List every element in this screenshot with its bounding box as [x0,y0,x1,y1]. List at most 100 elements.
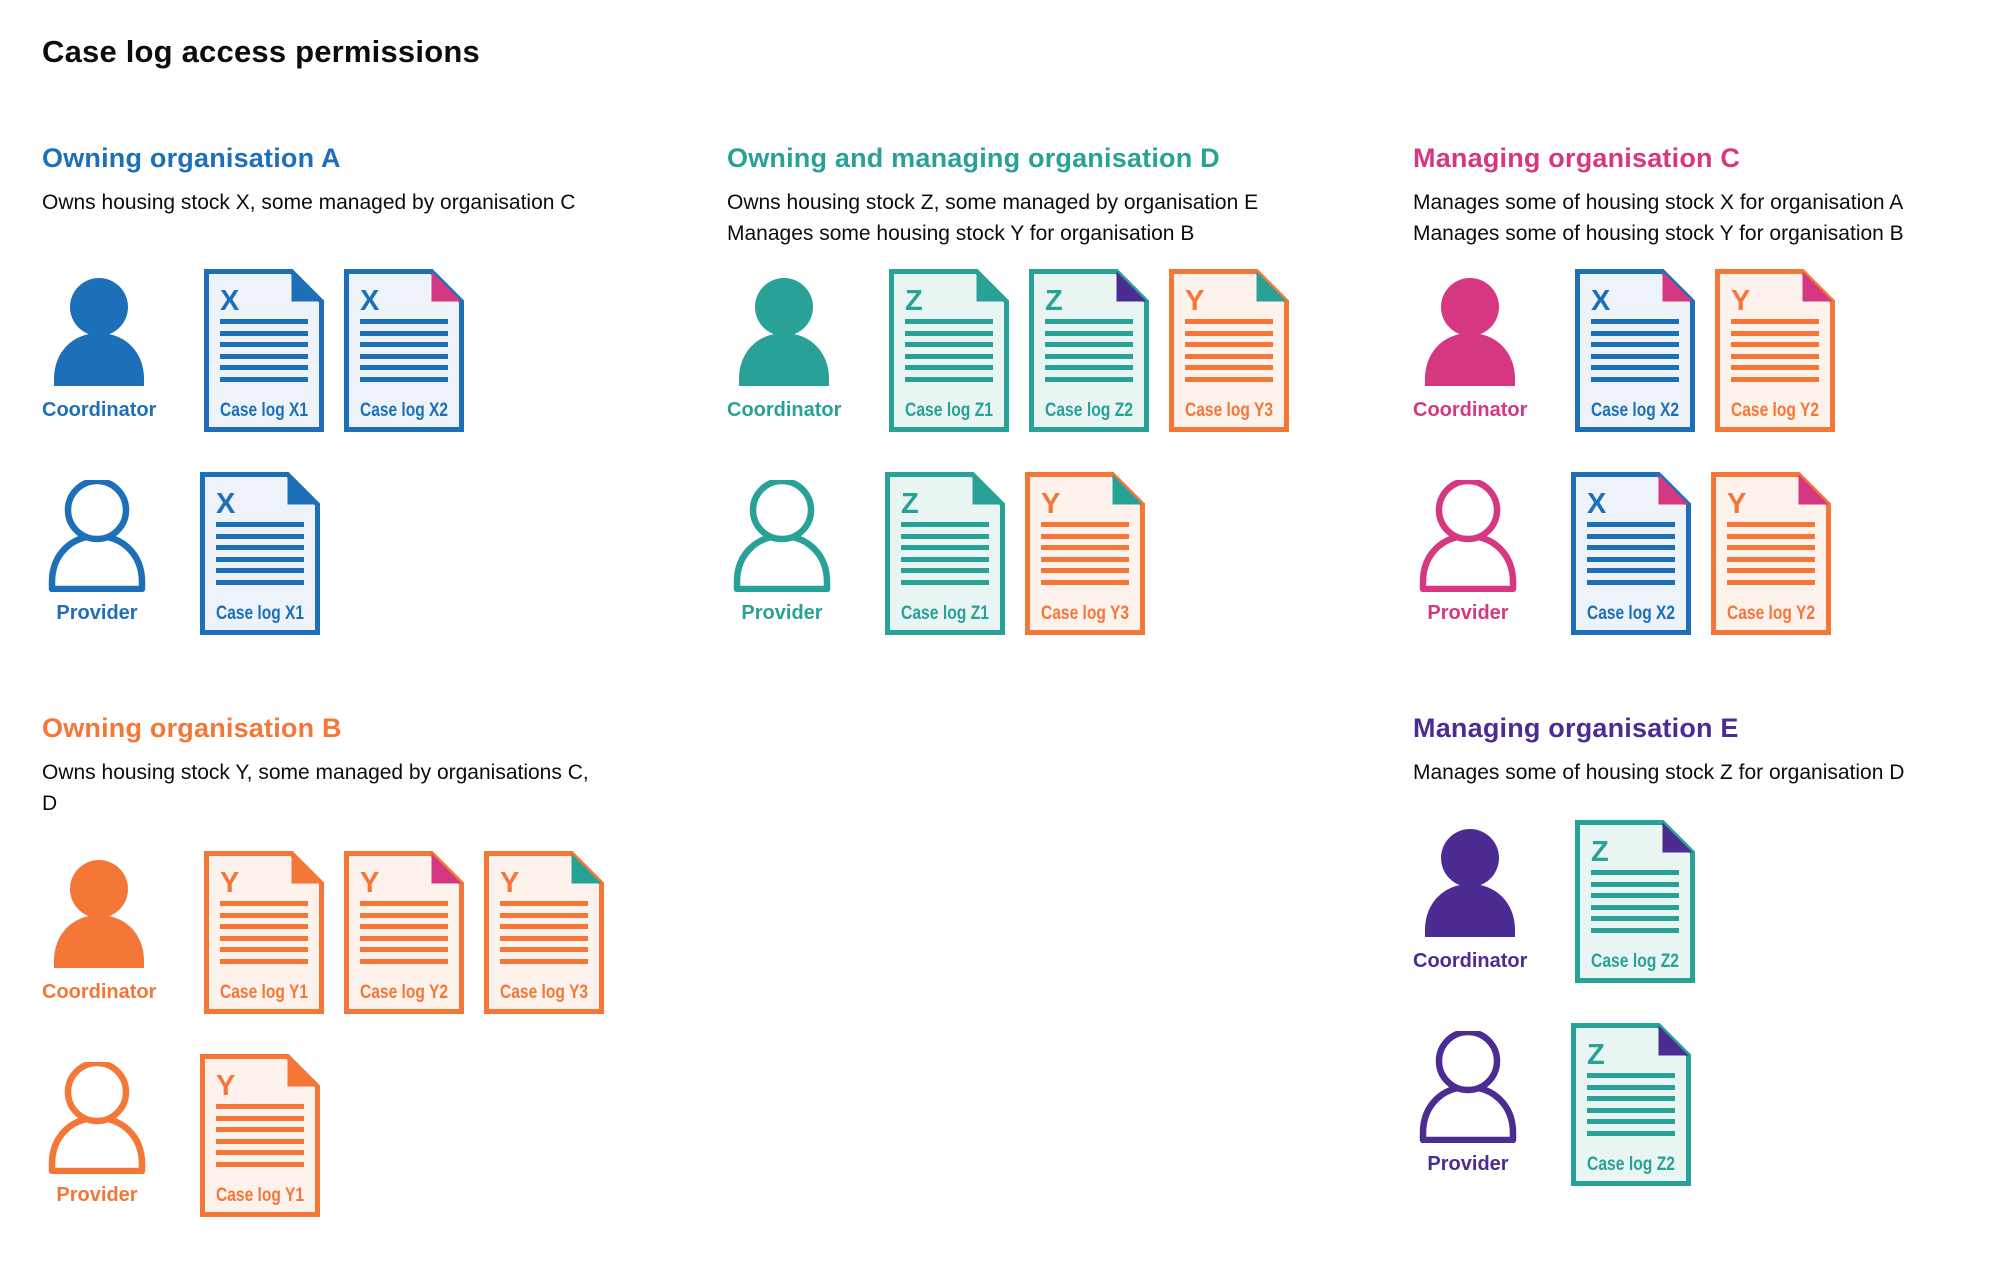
document-text-line [216,1150,304,1155]
document-text-line [905,354,994,359]
document-text-line [1731,377,1820,382]
case-log-documents: X Case log X2 Y Case log Y2 [1575,269,1836,432]
provider-person: Provider [42,472,152,625]
coordinator-person-icon [54,278,145,386]
document-text-line [1045,377,1134,382]
document-text-line [220,365,309,370]
case-log-document: Z Case log Z2 [1571,1023,1691,1186]
folded-corner [1662,271,1693,302]
case-log-document: Z Case log Z1 [885,472,1005,635]
provider-permission-row: Provider Z Case log Z2 [1413,1023,1993,1186]
document-page [1575,269,1696,432]
folded-corner [972,474,1003,505]
document-text-line [220,331,309,336]
section-heading: Managing organisation C [1413,143,1741,173]
coordinator-person-icon [739,278,830,386]
case-log-document: Y Case log Y1 [200,1054,320,1217]
document-text-line [360,342,449,347]
document-text-line [1591,916,1680,921]
document-text-line [1591,365,1680,370]
section-owning-organisation-b: Owning organisation B Owns housing stock … [42,712,605,1257]
stock-letter: X [220,285,240,317]
section-heading: Owning and managing organisation D [727,143,1220,173]
document-text-line [1727,534,1815,539]
case-log-documents: X Case log X1 X Case log X2 [204,269,465,432]
document-text-line [1587,545,1675,550]
case-log-documents: Y Case log Y1 Y Case log Y2 Y Case log Y3 [204,851,605,1014]
section-description: Owns housing stock X, some managed by or… [42,187,602,249]
case-log-document: Y Case log Y2 [344,851,465,1014]
section-owning-and-managing-organisation-d: Owning and managing organisation D Owns h… [727,142,1290,675]
stock-letter: X [360,285,380,317]
document-text-line [901,522,989,527]
document-text-line [216,1116,304,1121]
document-text-line [500,959,589,964]
coordinator-person-icon [54,860,145,968]
document-page [889,269,1010,432]
stock-letter: X [1587,488,1607,520]
document-page [204,851,325,1014]
document-text-line [500,901,589,906]
document-text-line [360,365,449,370]
document-text-line [1591,377,1680,382]
section-description: Owns housing stock Z, some managed by or… [727,187,1287,249]
folded-corner [287,474,318,505]
stock-letter: Z [1591,836,1609,868]
provider-person-icon [1419,480,1517,592]
folded-corner [291,853,322,884]
document-text-line [360,936,449,941]
document-text-line [216,1162,304,1167]
folded-corner [1256,271,1287,302]
document-text-line [1731,342,1820,347]
document-text-line [220,913,309,918]
case-log-label: Case log Y1 [216,1185,304,1206]
stock-letter: X [216,488,236,520]
section-description-line: Manages some of housing stock Y for orga… [1413,222,1904,245]
document-text-line [1587,580,1675,585]
document-text-line [360,913,449,918]
document-text-line [1045,354,1134,359]
case-log-documents: Y Case log Y1 [200,1054,320,1217]
document-text-line [360,901,449,906]
provider-person: Provider [727,472,837,625]
document-text-line [500,936,589,941]
document-page [1571,472,1691,635]
document-page [344,851,465,1014]
document-text-line [901,568,989,573]
stock-letter: Z [1587,1039,1605,1071]
document-text-line [216,580,304,585]
document-page [484,851,605,1014]
role-label: Coordinator [1413,399,1528,421]
role-label: Provider [741,602,823,624]
folded-corner [431,853,462,884]
provider-person-icon [733,480,831,592]
document-text-line [500,913,589,918]
page-title: Case log access permissions [42,34,480,69]
provider-person-icon [1419,1031,1517,1143]
document-text-line [220,319,309,324]
document-text-line [1041,557,1129,562]
role-label: Coordinator [1413,950,1528,972]
section-description: Manages some of housing stock Z for orga… [1413,757,1993,788]
case-log-documents: Z Case log Z2 [1571,1023,1691,1186]
coordinator-person: Coordinator [42,851,156,1004]
provider-person-icon [48,1062,146,1174]
provider-permission-row: Provider X Case log X1 [42,472,602,635]
document-text-line [1045,365,1134,370]
document-page [200,1054,320,1217]
folded-corner [431,271,462,302]
document-text-line [1591,331,1680,336]
stock-letter: X [1591,285,1611,317]
section-managing-organisation-e: Managing organisation E Manages some of h… [1413,712,1993,1226]
case-log-label: Case log Y2 [1731,400,1819,421]
case-log-label: Case log X2 [1587,603,1675,624]
document-text-line [1587,557,1675,562]
case-log-document: Z Case log Z1 [889,269,1010,432]
case-log-label: Case log Y3 [500,982,588,1003]
case-log-document: Y Case log Y2 [1711,472,1831,635]
case-log-label: Case log Z2 [1591,951,1679,972]
document-text-line [220,936,309,941]
document-text-line [220,354,309,359]
role-label: Coordinator [42,981,157,1003]
document-text-line [1041,568,1129,573]
